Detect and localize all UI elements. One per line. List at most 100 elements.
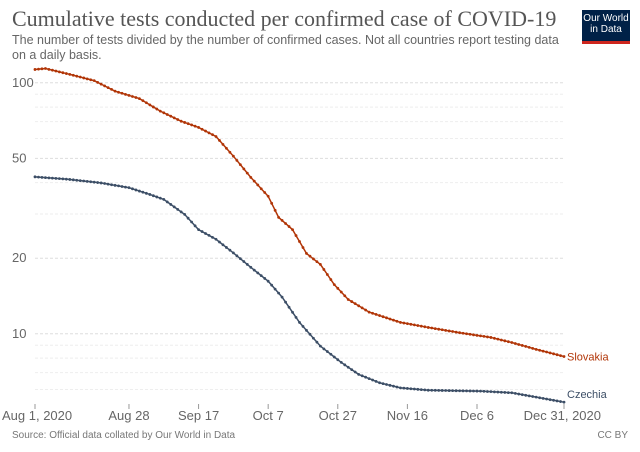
data-point — [117, 90, 120, 94]
data-point — [242, 260, 246, 263]
data-point — [374, 313, 378, 316]
data-point — [562, 355, 566, 358]
data-point — [409, 322, 413, 326]
data-point — [259, 274, 263, 278]
chart-title: Cumulative tests conducted per confirmed… — [12, 6, 557, 31]
data-point — [318, 344, 322, 348]
data-point — [218, 139, 221, 142]
data-point — [395, 319, 399, 323]
data-point — [291, 310, 294, 314]
data-point — [117, 184, 120, 188]
data-point — [458, 389, 461, 393]
data-point — [221, 142, 225, 146]
data-point — [89, 78, 93, 82]
data-point — [33, 68, 37, 71]
data-point — [353, 302, 357, 306]
data-point — [541, 349, 545, 353]
data-point — [513, 392, 517, 395]
data-point — [517, 392, 521, 396]
data-point — [416, 324, 420, 327]
data-point — [75, 74, 79, 78]
data-point — [430, 326, 434, 330]
data-point — [68, 178, 72, 181]
data-point — [325, 350, 329, 353]
data-point — [141, 190, 145, 194]
data-point — [350, 300, 354, 303]
data-point — [479, 389, 482, 393]
data-point — [284, 300, 287, 304]
data-point — [245, 263, 249, 266]
data-point — [492, 390, 496, 394]
data-point — [179, 210, 183, 214]
data-point — [405, 387, 409, 390]
data-point — [78, 179, 82, 183]
data-point — [343, 294, 347, 298]
data-point — [207, 131, 211, 135]
data-point — [242, 167, 246, 171]
data-point — [162, 111, 166, 115]
data-point — [548, 351, 552, 355]
data-point — [527, 345, 531, 349]
data-point — [433, 388, 437, 392]
data-point — [151, 105, 155, 109]
data-point — [378, 314, 381, 317]
data-point — [37, 67, 40, 71]
data-point — [144, 101, 148, 105]
data-point — [454, 330, 458, 334]
data-point — [214, 237, 218, 241]
data-point — [259, 187, 263, 191]
data-point — [552, 352, 555, 356]
data-point — [256, 271, 260, 275]
data-point — [364, 308, 368, 312]
data-point — [96, 181, 100, 184]
data-point — [277, 291, 281, 295]
data-point — [405, 322, 409, 326]
data-point — [186, 216, 190, 220]
data-point — [231, 154, 235, 158]
series-label-slovakia: Slovakia — [567, 351, 609, 363]
data-point — [99, 181, 103, 185]
data-point — [64, 177, 68, 181]
data-point — [51, 68, 54, 72]
data-point — [280, 219, 284, 222]
data-point — [325, 273, 329, 276]
data-point — [506, 391, 510, 395]
data-point — [57, 177, 61, 181]
data-point — [315, 260, 319, 264]
data-point — [211, 235, 214, 239]
data-point — [412, 387, 416, 391]
source-note[interactable]: Source: Official data collated by Our Wo… — [12, 430, 236, 441]
data-point — [357, 372, 361, 376]
data-point — [89, 180, 93, 184]
data-point — [40, 175, 44, 179]
data-point — [204, 129, 207, 133]
data-point — [294, 315, 298, 319]
data-point — [385, 316, 388, 320]
data-point — [44, 67, 47, 70]
data-point — [472, 389, 475, 393]
data-point — [33, 175, 37, 179]
data-point — [426, 388, 430, 392]
data-point — [141, 99, 145, 103]
license-link[interactable]: CC BY — [597, 430, 628, 441]
data-point — [332, 283, 336, 287]
data-point — [113, 89, 117, 93]
data-point — [475, 389, 479, 393]
data-point — [482, 389, 486, 393]
data-point — [172, 205, 176, 209]
owid-logo[interactable]: Our World in Data — [582, 10, 630, 44]
data-point — [346, 298, 350, 301]
x-tick-label: Dec 31, 2020 — [524, 408, 601, 423]
data-point — [524, 345, 528, 348]
data-point — [256, 183, 260, 187]
data-point — [200, 230, 204, 233]
data-point — [378, 381, 381, 385]
data-point — [367, 377, 371, 380]
data-point — [155, 107, 159, 111]
data-point — [61, 71, 65, 75]
data-point — [506, 340, 510, 344]
data-point — [430, 388, 434, 392]
data-point — [235, 159, 239, 162]
data-point — [531, 346, 535, 350]
